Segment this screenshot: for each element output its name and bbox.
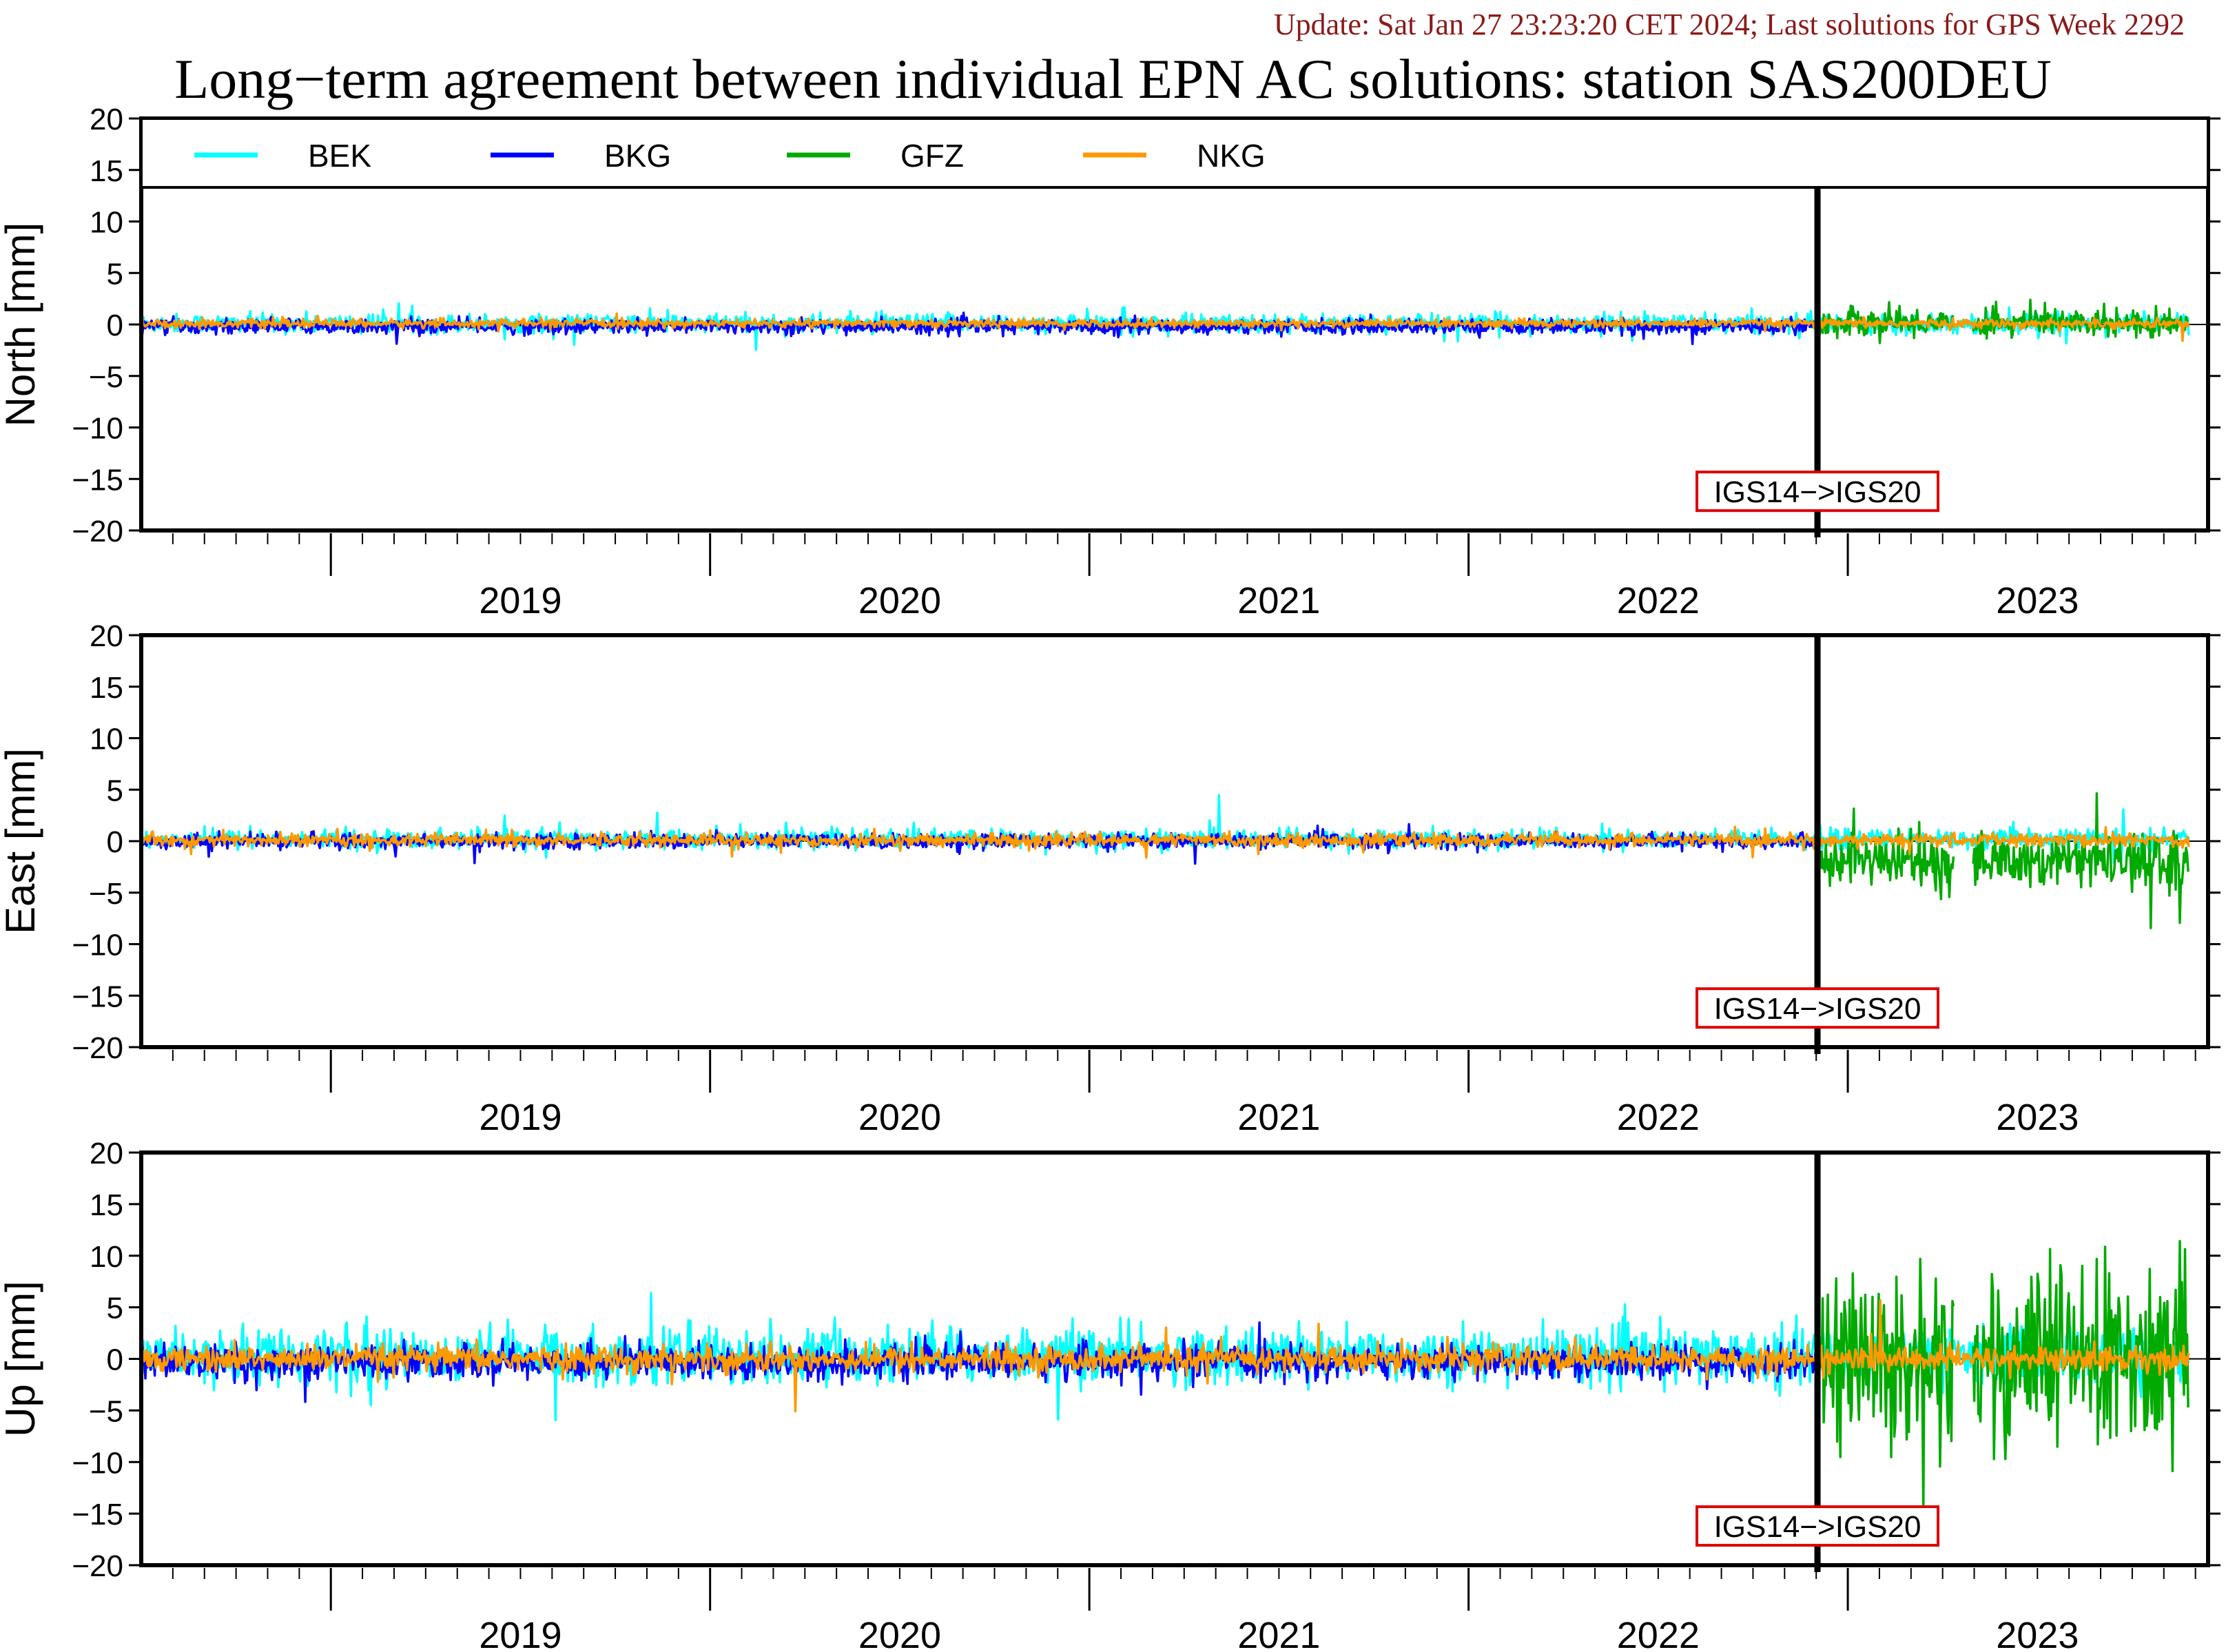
y-tick-label: 5 [107,774,123,807]
panel-north: IGS14−>IGS20 20 15 10 5 0 −5 −10 −15 −20 North [mm… [0,103,2220,621]
y-tick-label: 10 [90,1240,123,1274]
legend-box [140,117,2209,189]
y-tick-label: 15 [90,1188,123,1222]
legend: BEK BKG GFZ NKG [140,117,2209,189]
y-tick-label: 0 [107,309,123,342]
y-tick-label: −20 [72,515,123,548]
y-tick-label: 20 [90,619,123,653]
x-year-label: 2019 [479,1097,561,1138]
y-tick-label: −5 [89,877,123,911]
legend-label-bkg: BKG [604,138,671,174]
y-tick-label: −10 [72,1446,123,1480]
y-tick-label: 10 [90,723,123,756]
chart-title: Long−term agreement between individual E… [174,48,2052,110]
x-year-label: 2019 [479,580,561,621]
y-axis-label: North [mm] [0,223,43,427]
frame-change-label: IGS14−>IGS20 [1714,992,1921,1026]
y-tick-label: 15 [90,154,123,188]
y-tick-label: 0 [107,825,123,859]
series-gfz [1816,1239,2189,1515]
y-tick-label: −20 [72,1031,123,1065]
frame-change-box [1696,1505,1940,1547]
y-tick-label: −15 [72,980,123,1013]
y-tick-label: 15 [90,671,123,705]
series-bkg [140,823,1818,865]
update-timestamp: Update: Sat Jan 27 23:23:20 CET 2024; La… [1273,8,2185,41]
frame-change-label: IGS14−>IGS20 [1714,475,1921,509]
y-tick-label: 0 [107,1343,123,1377]
x-year-label: 2021 [1237,1615,1320,1652]
x-year-label: 2020 [858,1615,941,1652]
x-year-label: 2021 [1237,580,1320,621]
y-tick-label: 20 [90,1137,123,1170]
series-nkg [140,312,2190,342]
y-tick-label: −15 [72,463,123,497]
legend-label-gfz: GFZ [900,138,964,174]
x-year-label: 2022 [1617,580,1700,621]
y-tick-label: −20 [72,1549,123,1583]
x-year-label: 2020 [858,580,941,621]
x-year-label: 2023 [1996,1097,2079,1138]
x-year-label: 2022 [1617,1615,1700,1652]
x-year-label: 2019 [479,1615,561,1652]
y-tick-label: −15 [72,1498,123,1531]
series-nkg [140,1299,2190,1413]
frame-change-box [1696,987,1940,1029]
y-tick-label: −5 [89,1394,123,1428]
y-tick-label: 20 [90,103,123,136]
series-gfz [1816,792,2189,929]
x-year-label: 2020 [858,1097,941,1138]
series-nkg [140,825,2190,859]
series-bkg [140,311,1818,345]
x-year-label: 2023 [1996,580,2079,621]
y-tick-label: −10 [72,929,123,962]
y-tick-label: 5 [107,1292,123,1325]
frame-change-label: IGS14−>IGS20 [1714,1510,1921,1544]
legend-label-bek: BEK [308,138,371,174]
y-tick-label: −10 [72,412,123,446]
frame-change-box [1696,471,1940,513]
legend-label-nkg: NKG [1197,138,1266,174]
panel-up: IGS14−>IGS20 20 15 10 5 0 −5 −10 −15 −20 Up [mm] 20… [0,1137,2220,1652]
y-tick-label: 10 [90,206,123,240]
y-axis-label: Up [mm] [0,1281,43,1437]
y-tick-label: 5 [107,257,123,291]
x-year-label: 2021 [1237,1097,1320,1138]
y-tick-label: −5 [89,360,123,394]
panel-east: IGS14−>IGS20 20 15 10 5 0 −5 −10 −15 −20 East [mm]… [0,619,2220,1138]
x-year-label: 2022 [1617,1097,1700,1138]
x-year-label: 2023 [1996,1615,2079,1652]
y-axis-label: East [mm] [0,748,43,934]
